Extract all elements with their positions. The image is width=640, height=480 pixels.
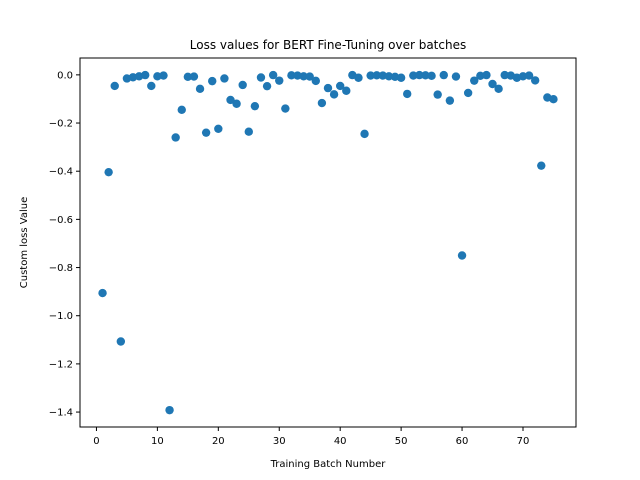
data-point [147, 81, 156, 91]
data-point [396, 73, 406, 82]
x-tick-label: 20 [212, 436, 225, 447]
data-point [287, 71, 296, 80]
data-point [311, 76, 321, 86]
data-point [189, 72, 199, 81]
data-point [171, 133, 180, 142]
data-point [268, 70, 278, 80]
data-point [208, 76, 217, 86]
data-point [153, 72, 162, 81]
data-point [299, 72, 308, 81]
y-tick-label: −0.8 [49, 263, 73, 274]
y-axis-ticks: 0.0 −0.2 −0.4 −0.6 −0.8 −1.0 −1.2 −1.4 [49, 70, 80, 419]
data-point [445, 96, 455, 105]
data-point [457, 251, 467, 260]
data-point [451, 72, 461, 81]
data-point [439, 70, 448, 80]
data-point [500, 70, 509, 80]
data-point [141, 70, 150, 80]
y-tick-label: −1.0 [49, 311, 73, 322]
data-point [335, 81, 345, 91]
data-point [250, 101, 260, 111]
data-point [537, 161, 546, 170]
data-point [177, 105, 186, 114]
data-point [256, 73, 266, 82]
chart-title: Loss values for BERT Fine-Tuning over ba… [190, 38, 466, 52]
data-point [110, 81, 119, 91]
x-tick-label: 50 [395, 436, 408, 447]
data-point [116, 337, 126, 346]
data-point [360, 129, 369, 139]
data-point [342, 86, 351, 95]
data-point [293, 71, 302, 80]
data-point [409, 71, 418, 80]
y-tick-label: −0.6 [49, 215, 73, 226]
data-point [470, 76, 479, 85]
plot-frame [79, 57, 577, 428]
data-point [165, 405, 174, 415]
data-point [220, 74, 229, 83]
data-point [317, 98, 327, 108]
data-point [524, 71, 534, 80]
data-point [463, 88, 473, 98]
data-point [323, 83, 333, 93]
data-point [226, 95, 235, 105]
data-points [98, 70, 558, 415]
x-axis-ticks: 0 10 20 30 40 50 60 70 [93, 427, 529, 447]
data-point [476, 71, 485, 81]
data-point [421, 71, 430, 80]
data-point [201, 128, 211, 137]
y-tick-label: 0.0 [57, 70, 73, 81]
data-point [384, 72, 394, 81]
data-point [378, 71, 388, 80]
data-point [159, 71, 168, 80]
data-point [329, 90, 339, 99]
y-tick-label: −1.2 [49, 359, 73, 370]
data-point [427, 71, 436, 81]
data-point [232, 99, 241, 108]
data-point [104, 167, 113, 177]
y-axis-label: Custom loss Value [19, 197, 30, 288]
x-tick-label: 30 [273, 436, 286, 447]
data-point [549, 94, 558, 104]
data-point [275, 76, 284, 85]
data-point [238, 80, 247, 90]
x-tick-label: 10 [151, 436, 164, 447]
y-tick-label: −0.4 [49, 167, 73, 178]
data-point [183, 72, 193, 81]
data-point [281, 104, 290, 113]
data-point [482, 70, 491, 80]
data-point [305, 72, 314, 81]
data-point [372, 71, 381, 80]
x-tick-label: 70 [517, 436, 530, 447]
data-point [530, 76, 540, 85]
x-tick-label: 0 [93, 436, 99, 447]
data-point [415, 70, 424, 80]
data-point [195, 84, 205, 94]
data-point [433, 90, 442, 99]
data-point [494, 84, 503, 94]
data-point [98, 288, 107, 298]
y-tick-label: −0.2 [49, 119, 73, 130]
x-tick-label: 60 [456, 436, 469, 447]
x-tick-label: 40 [334, 436, 347, 447]
data-point [354, 73, 363, 82]
data-point [488, 79, 497, 89]
data-point [244, 127, 253, 136]
data-point [518, 72, 528, 81]
data-point [262, 81, 272, 91]
data-point [403, 89, 412, 99]
y-tick-label: −1.4 [49, 408, 73, 419]
data-point [366, 71, 375, 80]
data-point [214, 124, 223, 134]
x-axis-label: Training Batch Number [270, 459, 387, 470]
